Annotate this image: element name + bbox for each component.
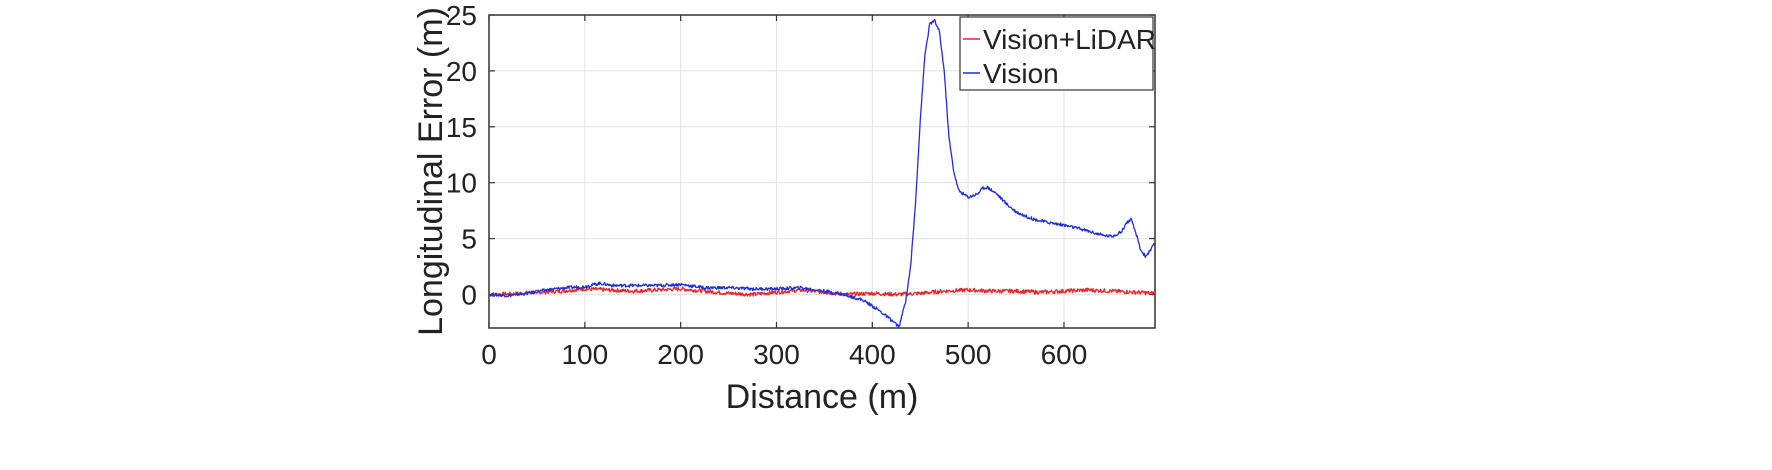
y-tick-label: 25 bbox=[446, 0, 477, 31]
y-axis-ticks: 0 5 10 15 20 25 bbox=[446, 0, 1155, 310]
data-series bbox=[488, 18, 1156, 329]
x-tick-label: 400 bbox=[849, 339, 896, 370]
plot-area-frame bbox=[488, 14, 1156, 329]
legend-box bbox=[959, 16, 1154, 91]
y-tick-label: 20 bbox=[446, 56, 477, 87]
x-tick-label: 0 bbox=[481, 339, 497, 370]
x-axis-title: Distance (m) bbox=[726, 378, 919, 416]
series-line-vision bbox=[488, 18, 1156, 329]
legend-label-vision-lidar: Vision+LiDAR bbox=[983, 24, 1156, 55]
y-tick-label: 15 bbox=[446, 112, 477, 143]
x-axis-ticks: 0 100 200 300 400 500 600 bbox=[481, 15, 1087, 370]
y-tick-label: 0 bbox=[461, 279, 477, 310]
y-tick-label: 10 bbox=[446, 168, 477, 199]
x-tick-label: 500 bbox=[945, 339, 992, 370]
x-tick-label: 600 bbox=[1041, 339, 1088, 370]
x-tick-label: 200 bbox=[657, 339, 704, 370]
y-axis-title: Longitudinal Error (m) bbox=[412, 7, 450, 336]
legend: Vision+LiDAR Vision bbox=[959, 16, 1156, 91]
y-tick-label: 5 bbox=[461, 224, 477, 255]
x-tick-label: 100 bbox=[561, 339, 608, 370]
legend-label-vision: Vision bbox=[983, 58, 1059, 89]
x-tick-label: 300 bbox=[753, 339, 800, 370]
